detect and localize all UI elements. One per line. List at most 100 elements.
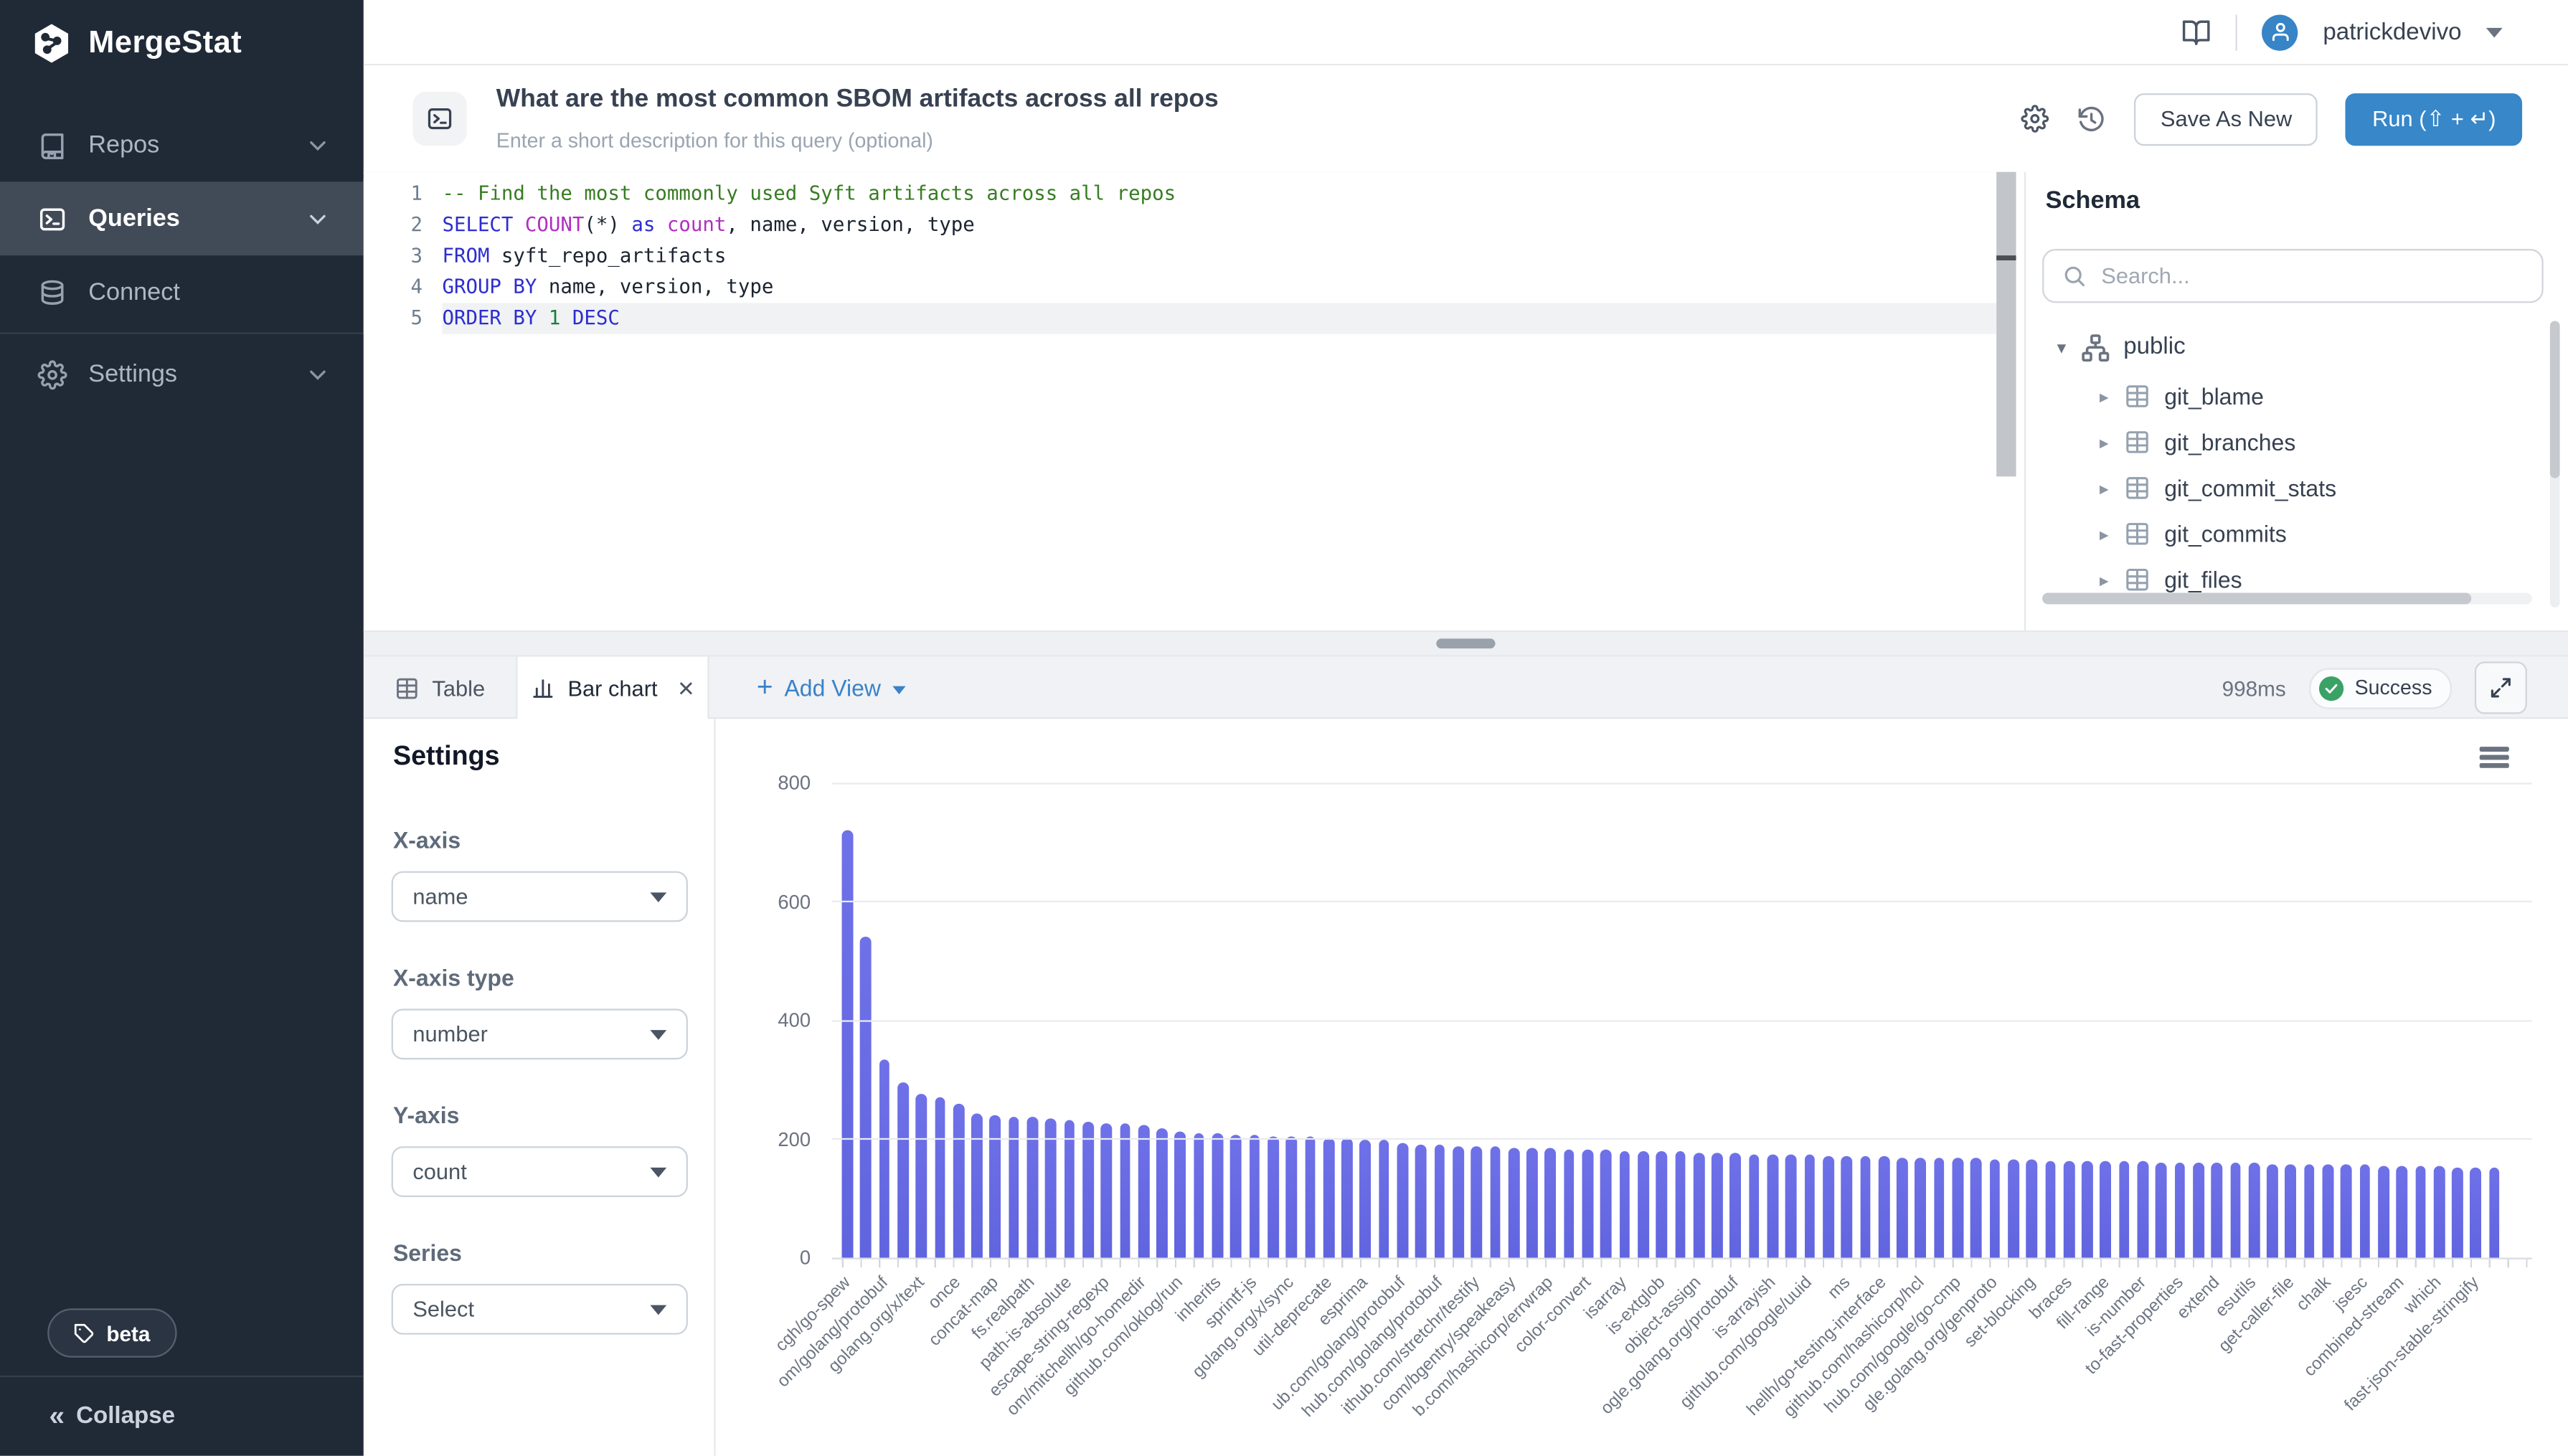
- bar: [2415, 1166, 2427, 1257]
- save-as-new-button[interactable]: Save As New: [2134, 93, 2318, 145]
- bar: [2452, 1167, 2463, 1258]
- chevron-down-icon: [305, 361, 331, 387]
- code-line[interactable]: 5ORDER BY 1 DESC: [364, 303, 1996, 334]
- caret-down-icon[interactable]: ▾: [2057, 336, 2067, 358]
- caret-right-icon[interactable]: ▸: [2100, 523, 2109, 544]
- brand[interactable]: MergeStat: [29, 22, 242, 66]
- sidebar-item-settings[interactable]: Settings: [0, 337, 364, 411]
- bar: [2063, 1160, 2074, 1258]
- username[interactable]: patrickdevivo: [2323, 19, 2461, 45]
- table-icon: [2123, 383, 2150, 410]
- add-view-button[interactable]: + Add View: [757, 657, 905, 719]
- tab-label: Table: [432, 676, 485, 700]
- x-axis-ticks: [842, 1259, 2532, 1267]
- caret-right-icon[interactable]: ▸: [2100, 478, 2109, 499]
- beta-label: beta: [106, 1320, 150, 1345]
- bar: [842, 831, 854, 1258]
- tab-label: Bar chart: [567, 676, 657, 701]
- bar: [1212, 1134, 1224, 1258]
- collapse-label: Collapse: [76, 1404, 175, 1430]
- y-axis-select[interactable]: count: [392, 1146, 688, 1197]
- close-icon[interactable]: ✕: [677, 676, 695, 702]
- bar: [935, 1097, 946, 1257]
- query-duration: 998ms: [2222, 676, 2286, 700]
- caret-down-icon: [892, 686, 905, 694]
- line-number: 2: [364, 209, 443, 240]
- x-axis-type-value: number: [412, 1022, 650, 1046]
- schema-search-input[interactable]: Search...: [2042, 249, 2544, 303]
- bar: [1175, 1132, 1186, 1257]
- query-settings-gear-icon[interactable]: [2021, 105, 2049, 133]
- caret-right-icon[interactable]: ▸: [2100, 386, 2109, 407]
- expand-button[interactable]: [2475, 661, 2527, 714]
- gridline: [832, 1019, 2532, 1021]
- repo-book-icon: [38, 131, 67, 160]
- query-history-icon[interactable]: [2077, 104, 2106, 133]
- bar: [1323, 1138, 1334, 1257]
- schema-table-row[interactable]: ▸git_commits: [2026, 511, 2548, 557]
- bar: [1878, 1157, 1889, 1258]
- sidebar-item-connect[interactable]: Connect: [0, 255, 364, 329]
- caret-right-icon[interactable]: ▸: [2100, 569, 2109, 590]
- bar: [1545, 1148, 1557, 1257]
- series-select[interactable]: Select: [392, 1284, 688, 1335]
- query-header: What are the most common SBOM artifacts …: [364, 65, 2568, 174]
- query-title[interactable]: What are the most common SBOM artifacts …: [496, 85, 1219, 115]
- caret-down-icon: [650, 1029, 666, 1039]
- docs-book-icon[interactable]: [2182, 17, 2211, 47]
- tab-bar-chart[interactable]: Bar chart ✕: [516, 657, 709, 721]
- sidebar-item-label: Connect: [88, 278, 331, 306]
- bar: [1471, 1146, 1483, 1258]
- tab-table[interactable]: Table: [364, 657, 516, 719]
- schema-vertical-scrollbar[interactable]: [2550, 321, 2560, 608]
- code-line[interactable]: 2SELECT COUNT(*) as count, name, version…: [364, 209, 1996, 240]
- main-content: patrickdevivo What are the most common S…: [364, 0, 2568, 1456]
- query-description-placeholder[interactable]: Enter a short description for this query…: [496, 129, 933, 152]
- code-line[interactable]: 1-- Find the most commonly used Syft art…: [364, 179, 1996, 209]
- schema-table-row[interactable]: ▸git_commit_stats: [2026, 465, 2548, 511]
- bar: [2359, 1165, 2371, 1257]
- code-line[interactable]: 3FROM syft_repo_artifacts: [364, 241, 1996, 272]
- chevrons-left-icon: «: [49, 1400, 61, 1433]
- bar: [1101, 1123, 1113, 1257]
- splitter-drag-handle[interactable]: [1436, 638, 1495, 648]
- results-tabbar: Table Bar chart ✕ + Add View 998ms Succe…: [364, 657, 2568, 719]
- bar: [916, 1095, 927, 1258]
- table-icon: [2123, 567, 2150, 593]
- bar: [2193, 1163, 2204, 1257]
- code-line[interactable]: 4GROUP BY name, version, type: [364, 272, 1996, 303]
- sidebar-item-label: Settings: [88, 360, 283, 388]
- line-number: 3: [364, 241, 443, 272]
- bar: [2433, 1166, 2445, 1257]
- schema-table-row[interactable]: ▸git_files: [2026, 557, 2548, 595]
- caret-right-icon[interactable]: ▸: [2100, 432, 2109, 453]
- bar: [1785, 1155, 1797, 1257]
- panel-splitter[interactable]: [364, 630, 2568, 657]
- x-axis-select[interactable]: name: [392, 871, 688, 922]
- bar: [1360, 1139, 1372, 1258]
- y-axis-label: Y-axis: [393, 1102, 459, 1129]
- sidebar-collapse-button[interactable]: « Collapse: [0, 1376, 364, 1456]
- schema-table-row[interactable]: ▸git_blame: [2026, 374, 2548, 420]
- x-axis-line: [832, 1257, 2532, 1259]
- schema-table-row[interactable]: ▸git_branches: [2026, 419, 2548, 465]
- gridline: [832, 901, 2532, 902]
- editor-scrollbar[interactable]: [1996, 172, 2016, 477]
- bar: [1453, 1145, 1464, 1257]
- avatar[interactable]: [2262, 14, 2298, 49]
- code-editor[interactable]: 1-- Find the most commonly used Syft art…: [364, 179, 1996, 334]
- sidebar-item-queries[interactable]: Queries: [0, 181, 364, 255]
- schema-node-public[interactable]: ▾ public: [2026, 321, 2548, 373]
- schema-horizontal-scrollbar[interactable]: [2042, 593, 2532, 605]
- bar: [2285, 1164, 2297, 1258]
- bar: [953, 1105, 964, 1258]
- mergestat-logo-icon: [29, 22, 74, 66]
- terminal-icon: [426, 105, 454, 133]
- x-axis-type-select[interactable]: number: [392, 1008, 688, 1059]
- sidebar-item-repos[interactable]: Repos: [0, 108, 364, 182]
- y-axis-tick-label: 600: [735, 890, 811, 913]
- run-button[interactable]: Run (⇧ + ↵): [2346, 93, 2522, 145]
- user-menu-caret-icon[interactable]: [2486, 27, 2503, 37]
- bar: [1767, 1154, 1779, 1257]
- bar: [2230, 1163, 2242, 1258]
